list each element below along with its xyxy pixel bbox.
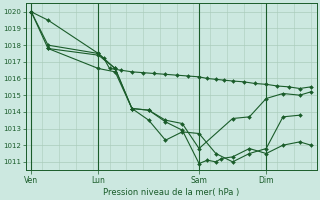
X-axis label: Pression niveau de la mer( hPa ): Pression niveau de la mer( hPa ) xyxy=(103,188,239,197)
